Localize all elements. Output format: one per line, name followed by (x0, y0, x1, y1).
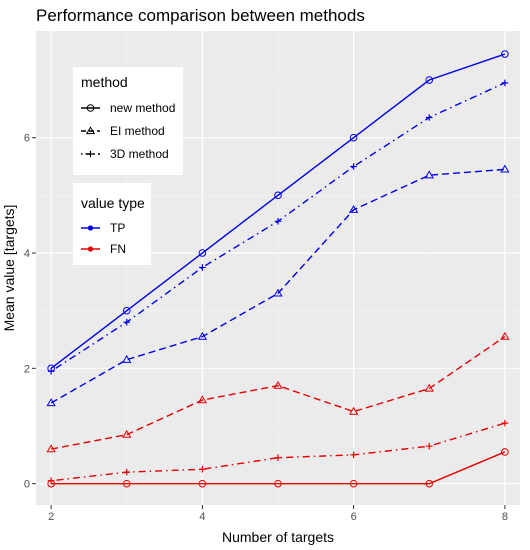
legend-method-label: EI method (110, 124, 165, 138)
point-marker-plus (47, 477, 55, 485)
legend-value-type-label: TP (110, 221, 125, 235)
point-marker-plus (274, 217, 282, 225)
x-axis: 2 4 6 8 (48, 505, 508, 523)
chart-title: Performance comparison between methods (36, 6, 365, 25)
series-line (50, 336, 506, 450)
point-marker-triangle (46, 398, 56, 407)
point-marker-plus (425, 114, 433, 121)
legend-method-label: new method (110, 101, 175, 115)
series-layer (46, 50, 510, 488)
point-marker-circle (501, 50, 509, 58)
series-line (51, 451, 506, 485)
point-marker-plus (350, 451, 357, 459)
series-fn-3d-method (47, 419, 509, 485)
point-marker-triangle (122, 429, 132, 438)
point-marker-circle (349, 133, 358, 142)
point-marker-circle (198, 249, 207, 257)
point-marker-circle (274, 479, 282, 488)
point-marker-circle (425, 76, 434, 84)
legend: method new method EI method 3D method value … (73, 67, 183, 265)
point-marker-circle (425, 479, 434, 488)
legend-method-box (73, 67, 183, 175)
point-marker-triangle (85, 126, 96, 135)
point-marker-triangle (500, 164, 510, 173)
x-tick-label: 4 (199, 511, 205, 523)
series-tp-3d-method (47, 79, 509, 375)
point-marker-plus (47, 367, 55, 375)
point-marker-plus (350, 163, 357, 170)
point-marker-plus (199, 264, 206, 271)
point-marker-plus (123, 468, 131, 476)
point-marker-plus (274, 454, 282, 462)
point-marker-circle (349, 479, 358, 488)
point-marker-plus (501, 419, 509, 427)
legend-method-title: method (81, 74, 128, 90)
x-axis-title: Number of targets (222, 529, 334, 545)
legend-value-type-box (73, 183, 151, 265)
point-marker-plus (87, 150, 94, 158)
x-tick-label: 8 (502, 511, 508, 523)
point-marker-triangle (273, 288, 283, 297)
legend-value-type-title: value type (81, 195, 145, 211)
point-marker-plus (425, 442, 433, 450)
point-marker-triangle (197, 395, 208, 404)
point-marker-triangle (348, 204, 359, 213)
series-line (50, 53, 506, 369)
point-marker-triangle (197, 331, 208, 340)
point-marker-triangle (273, 380, 283, 389)
y-tick-label: 4 (24, 248, 30, 260)
point-marker-circle (274, 191, 282, 200)
y-tick-label: 0 (24, 479, 30, 491)
legend-value-type-label: FN (110, 242, 126, 256)
point-marker-plus (501, 79, 509, 87)
series-fn-ei-method (46, 331, 510, 453)
y-axis-title: Mean value [targets] (1, 205, 17, 332)
legend-value-type-key-dot (87, 246, 94, 252)
legend-value-type-key-dot (87, 225, 94, 231)
y-axis: 0 2 4 6 (24, 133, 36, 491)
point-marker-circle (501, 448, 509, 456)
point-marker-circle (122, 479, 131, 488)
point-marker-circle (122, 306, 131, 315)
point-marker-plus (123, 318, 131, 326)
point-marker-triangle (424, 383, 434, 392)
series-line (50, 168, 505, 404)
point-marker-circle (198, 479, 207, 488)
series-tp-ei-method (46, 164, 510, 407)
point-marker-circle (86, 104, 95, 112)
point-marker-plus (199, 465, 206, 473)
point-marker-triangle (424, 170, 434, 179)
x-tick-label: 6 (351, 511, 357, 523)
point-marker-triangle (348, 406, 359, 415)
series-fn-new-method (47, 448, 509, 488)
legend-method-label: 3D method (110, 147, 169, 161)
y-tick-label: 6 (24, 133, 30, 145)
point-marker-triangle (500, 331, 510, 340)
x-tick-label: 2 (48, 511, 54, 523)
y-tick-label: 2 (24, 363, 30, 375)
point-marker-triangle (122, 354, 132, 363)
point-marker-triangle (46, 444, 56, 453)
